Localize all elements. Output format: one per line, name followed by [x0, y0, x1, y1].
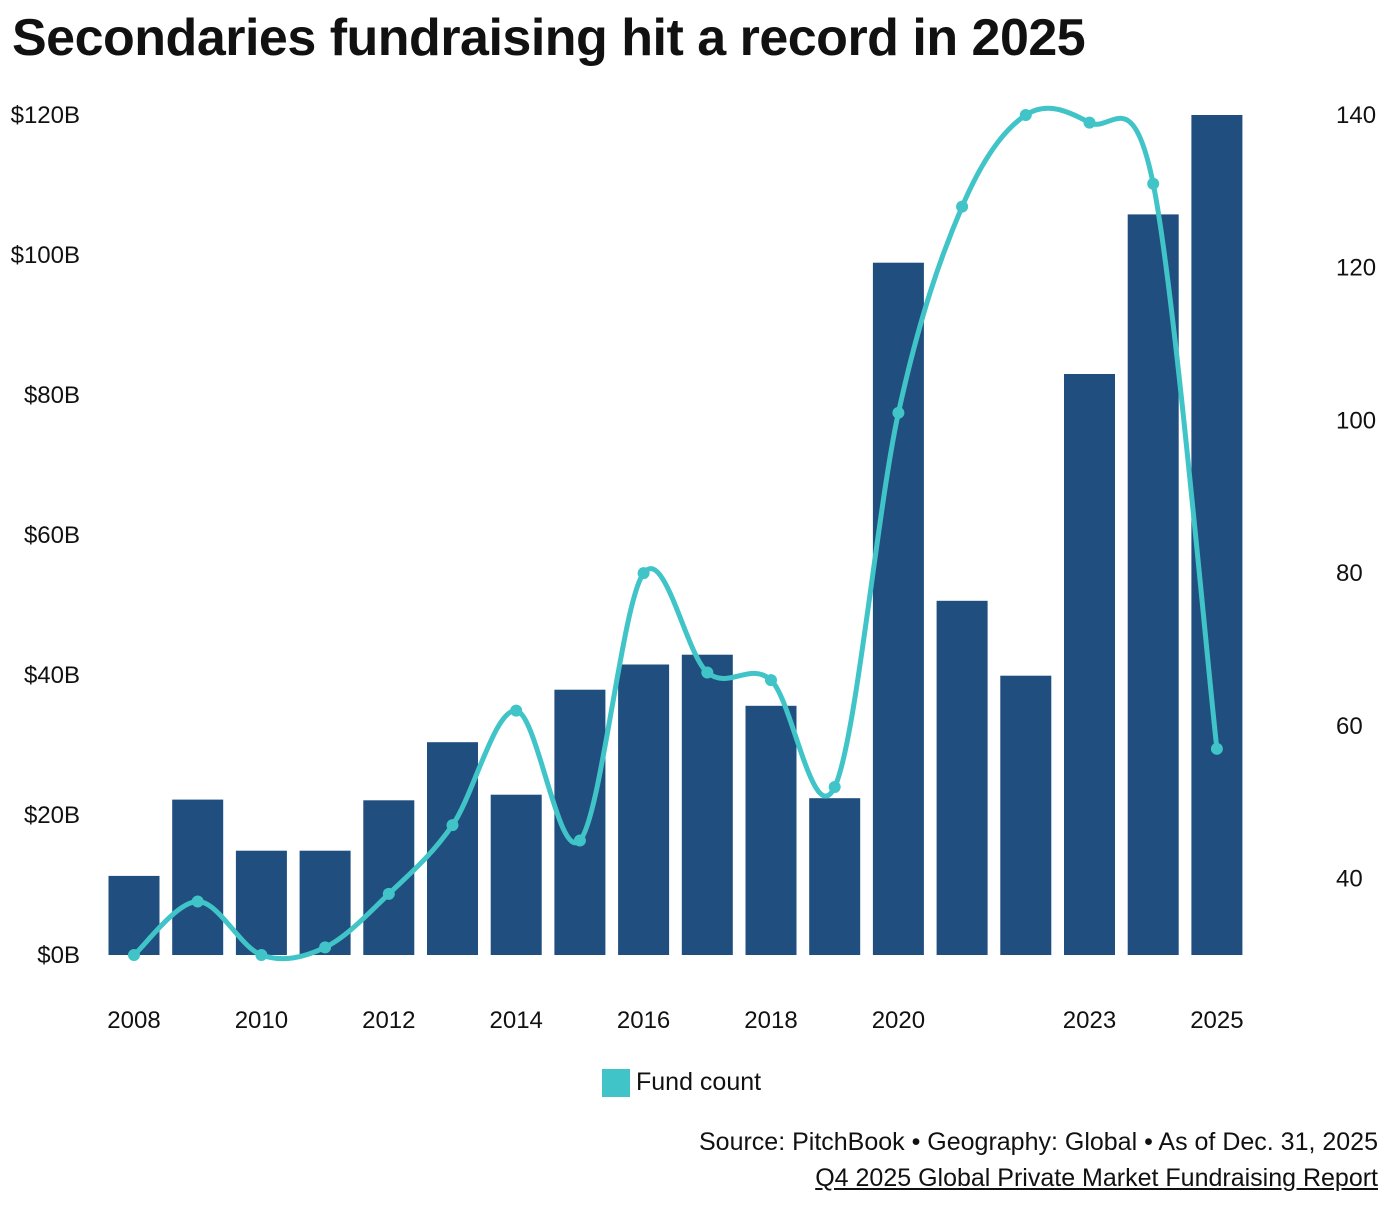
y-left-tick-label: $80B — [24, 382, 80, 409]
line-series — [128, 105, 1223, 962]
bar-2018 — [745, 705, 797, 955]
bar-2014 — [490, 794, 542, 955]
x-tick-label: 2020 — [872, 1007, 925, 1034]
x-tick-label: 2012 — [362, 1007, 415, 1034]
chart-title: Secondaries fundraising hit a record in … — [12, 9, 1086, 67]
bar-2025 — [1191, 115, 1243, 955]
bar-2024 — [1127, 214, 1179, 955]
x-tick-label: 2018 — [744, 1007, 797, 1034]
fund-count-point-2008 — [128, 949, 140, 961]
x-tick-label: 2014 — [490, 1007, 543, 1034]
fund-count-point-2009 — [191, 895, 204, 908]
bar-2009 — [172, 799, 224, 955]
fund-count-point-2016 — [637, 567, 650, 580]
fund-count-point-2022 — [1019, 109, 1032, 121]
bar-2011 — [299, 850, 351, 955]
y-axis-left: $0B $20B $40B $60B $80B $100B $120B — [11, 102, 80, 969]
fund-count-line — [131, 105, 1220, 962]
fund-count-point-2017 — [701, 666, 714, 679]
legend-label-fund-count: Fund count — [636, 1068, 762, 1096]
y-right-tick-label: 60 — [1336, 713, 1363, 740]
fund-count-point-2010 — [255, 949, 268, 961]
y-left-tick-label: $60B — [24, 522, 80, 549]
y-right-tick-label: 80 — [1336, 560, 1363, 587]
bar-2021 — [936, 600, 988, 955]
y-left-tick-label: $20B — [24, 802, 80, 829]
fund-count-point-2018 — [765, 674, 777, 687]
bar-2019 — [809, 798, 861, 955]
y-left-tick-label: $40B — [24, 662, 80, 689]
fund-count-point-2025 — [1210, 742, 1223, 755]
x-axis: 2008 2010 2012 2014 2016 2018 2020 2023 2025 — [107, 1007, 1243, 1034]
combo-chart: $0B $20B $40B $60B $80B $100B $120B 40 60 80 100 1… — [11, 102, 1376, 1034]
y-axis-right: 40 60 80 100 120 140 — [1336, 102, 1376, 893]
bar-2022 — [1000, 675, 1052, 955]
fund-count-point-2011 — [319, 941, 332, 954]
x-tick-label: 2010 — [235, 1007, 288, 1034]
fund-count-point-2023 — [1083, 116, 1096, 129]
fund-count-point-2012 — [382, 887, 395, 900]
x-tick-label: 2023 — [1063, 1007, 1116, 1034]
x-tick-label: 2008 — [107, 1007, 160, 1034]
x-tick-label: 2016 — [617, 1007, 670, 1034]
y-left-tick-label: $100B — [11, 242, 80, 269]
fund-count-point-2014 — [510, 704, 523, 717]
fund-count-point-2013 — [446, 819, 459, 832]
bar-2008 — [108, 875, 160, 955]
y-left-tick-label: $0B — [37, 942, 80, 969]
y-right-tick-label: 120 — [1336, 255, 1376, 282]
y-left-tick-label: $120B — [11, 102, 80, 129]
bar-2020 — [872, 262, 924, 955]
bar-series — [108, 115, 1243, 955]
legend-swatch-fund-count — [602, 1068, 630, 1097]
fund-count-point-2015 — [573, 834, 586, 847]
bar-2023 — [1064, 374, 1115, 955]
bar-2016 — [618, 664, 670, 955]
legend: Fund count — [602, 1068, 761, 1097]
fund-count-point-2021 — [956, 200, 969, 213]
report-link[interactable]: Q4 2025 Global Private Market Fundraisin… — [815, 1164, 1378, 1192]
y-right-tick-label: 100 — [1336, 407, 1376, 434]
fund-count-point-2019 — [828, 781, 841, 793]
y-right-tick-label: 140 — [1336, 102, 1376, 129]
bar-2017 — [681, 654, 733, 955]
fund-count-point-2020 — [892, 406, 905, 419]
source-note: Source: PitchBook • Geography: Global • … — [698, 1128, 1378, 1156]
y-right-tick-label: 40 — [1336, 866, 1363, 893]
fund-count-point-2024 — [1147, 177, 1160, 190]
bar-2010 — [235, 850, 287, 955]
x-tick-label: 2025 — [1190, 1007, 1243, 1034]
